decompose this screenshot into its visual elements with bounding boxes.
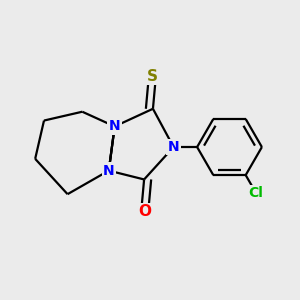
Text: N: N bbox=[103, 164, 115, 178]
Text: N: N bbox=[109, 119, 121, 134]
Text: N: N bbox=[168, 140, 179, 154]
Text: O: O bbox=[138, 204, 151, 219]
Text: S: S bbox=[147, 69, 158, 84]
Text: Cl: Cl bbox=[249, 186, 263, 200]
